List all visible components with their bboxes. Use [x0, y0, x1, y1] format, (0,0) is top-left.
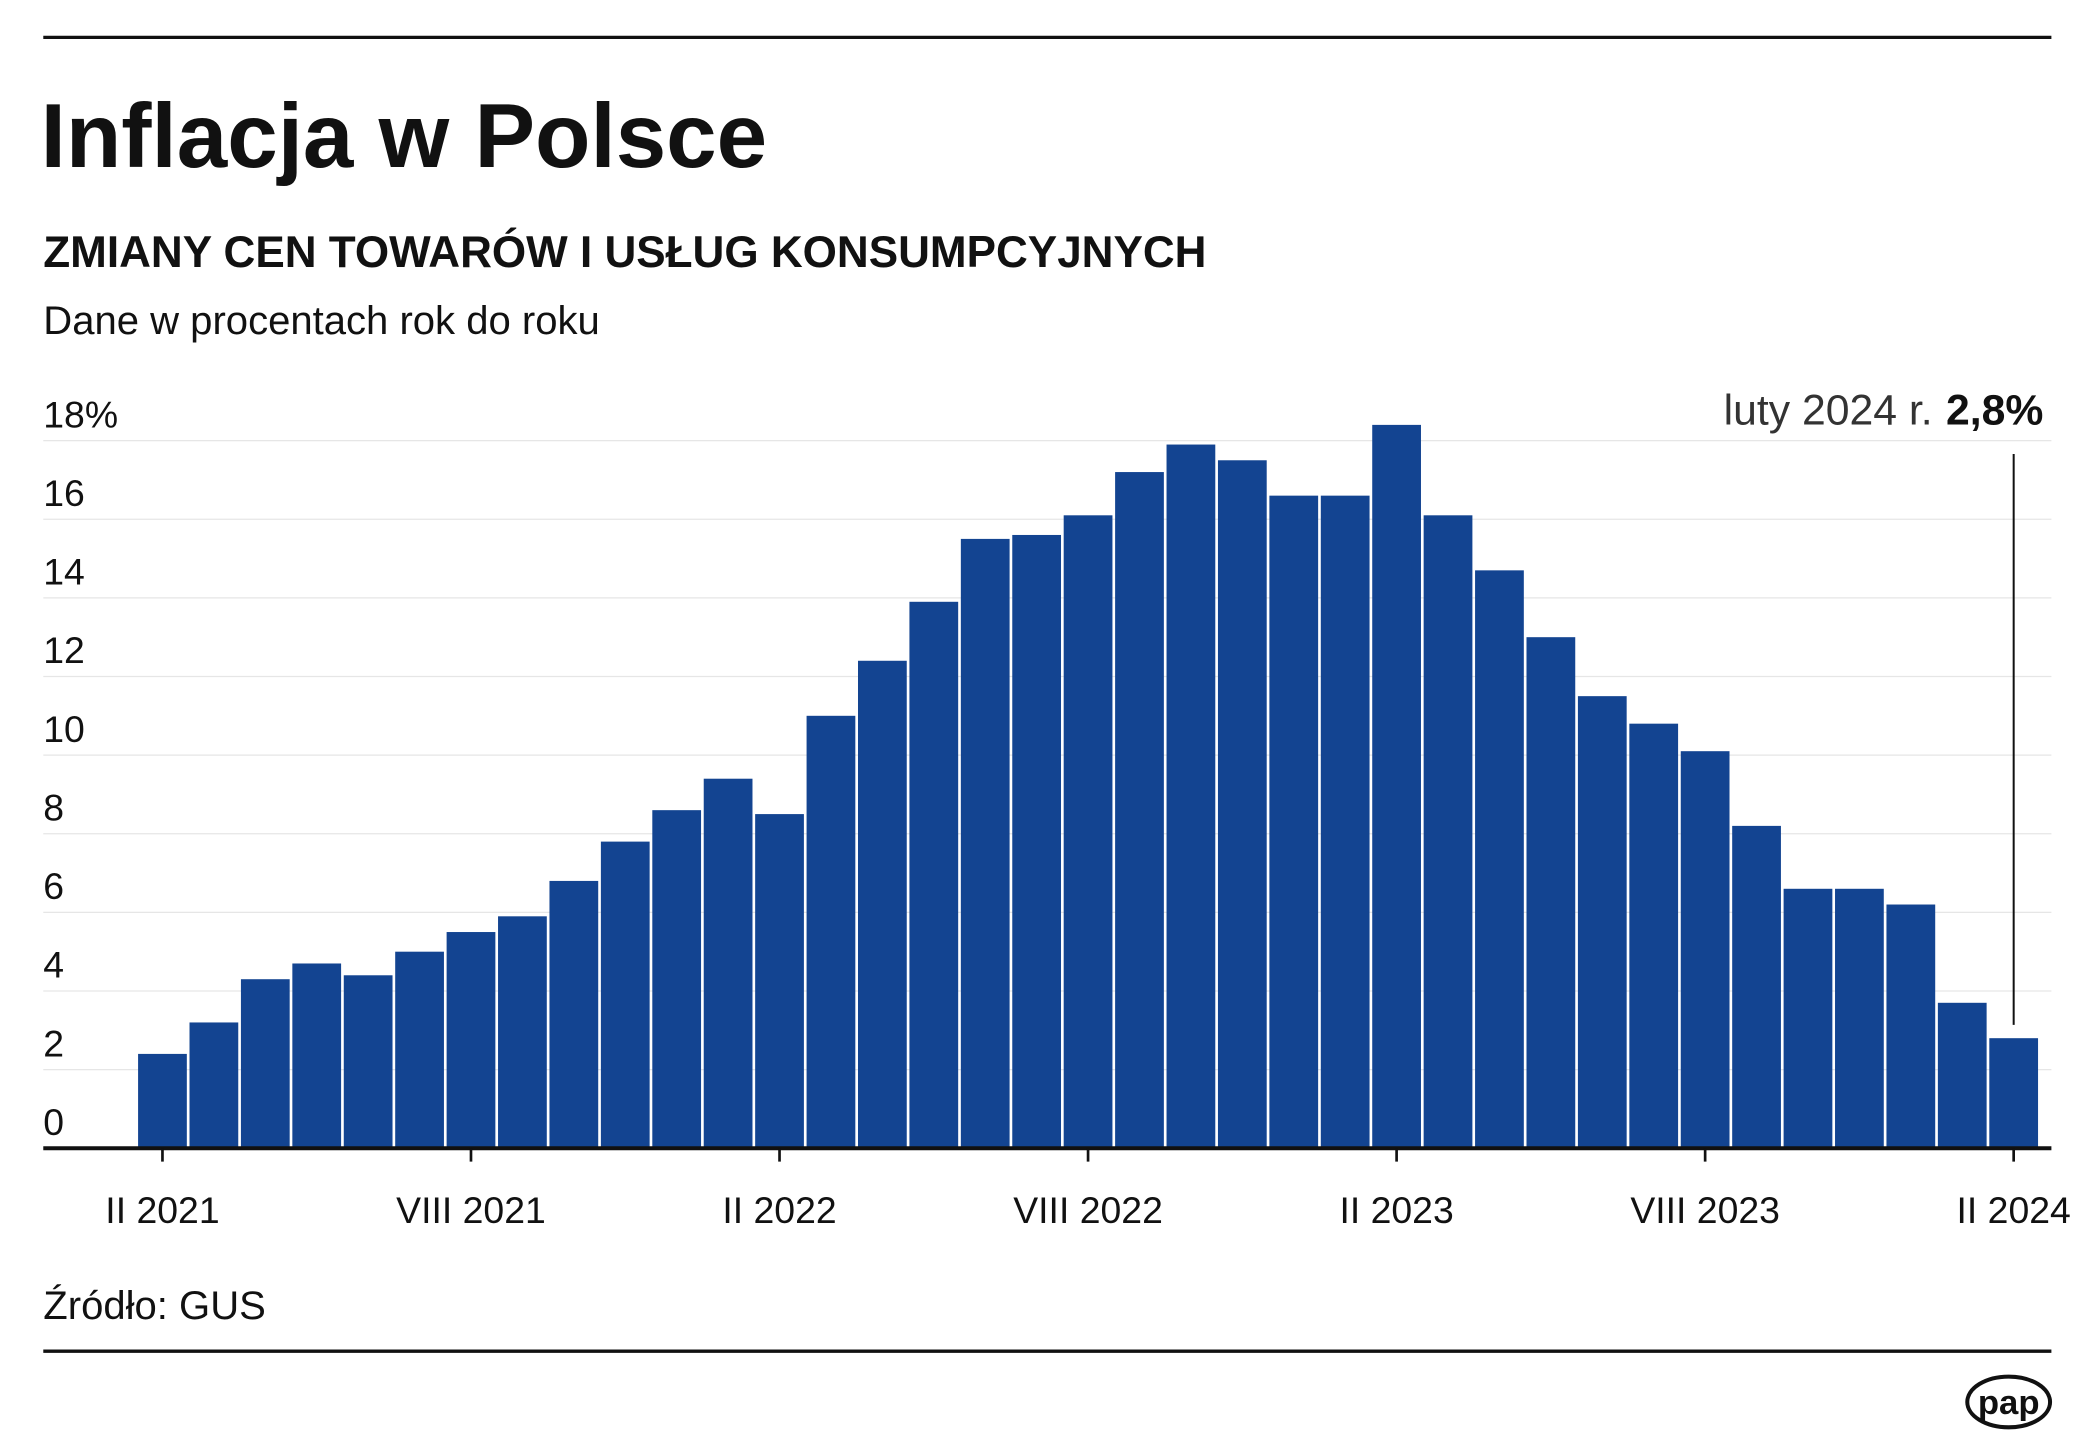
chart-subtitle: ZMIANY CEN TOWARÓW I USŁUG KONSUMPCYJNYC…	[43, 227, 1206, 277]
bar	[1937, 1002, 1987, 1149]
bar	[189, 1022, 239, 1149]
bar	[909, 601, 959, 1149]
bar	[1217, 460, 1267, 1149]
bar	[1732, 825, 1781, 1149]
bar	[755, 814, 804, 1149]
y-tick-label: 0	[43, 1101, 64, 1143]
bar	[857, 660, 907, 1149]
bar	[1423, 515, 1473, 1149]
bar	[1886, 904, 1936, 1149]
bar	[1012, 534, 1062, 1149]
bar	[1989, 1038, 2039, 1149]
chart-title: Inflacja w Polsce	[41, 86, 768, 187]
annotation-value: 2,8%	[1946, 387, 2043, 435]
x-tick-label: VIII 2021	[396, 1189, 546, 1231]
bar	[498, 916, 547, 1149]
bar	[960, 538, 1010, 1149]
bar	[395, 951, 444, 1149]
bar	[1320, 495, 1370, 1149]
y-axis-label: Dane w procentach rok do roku	[43, 299, 600, 343]
y-tick-label: 18%	[43, 393, 118, 435]
x-tick-label: VIII 2023	[1630, 1189, 1780, 1231]
bar	[1372, 424, 1421, 1149]
bar	[240, 979, 290, 1149]
annotation: luty 2024 r. 2,8%	[1724, 387, 2044, 435]
bar	[703, 778, 753, 1149]
bar	[549, 880, 599, 1149]
x-tick-label: II 2023	[1339, 1189, 1453, 1231]
logo-frame	[1965, 1374, 2053, 1430]
y-tick-label: 16	[43, 472, 85, 514]
x-tick-label: II 2022	[722, 1189, 836, 1231]
bar	[1475, 570, 1524, 1149]
y-tick-label: 10	[43, 708, 85, 750]
y-tick-label: 14	[43, 551, 85, 593]
y-tick-label: 12	[43, 629, 85, 671]
bar	[1063, 515, 1113, 1149]
bar	[1577, 696, 1627, 1149]
source: Źródło: GUS	[43, 1283, 266, 1328]
bar	[1115, 472, 1164, 1149]
bar	[446, 932, 496, 1149]
bar	[343, 975, 393, 1149]
bar	[600, 841, 650, 1149]
bar	[1835, 888, 1884, 1149]
annotation-text: luty 2024 r.	[1724, 387, 1933, 435]
bar	[138, 1053, 187, 1149]
bar	[1629, 723, 1679, 1149]
y-tick-label: 6	[43, 865, 64, 907]
bar	[1166, 444, 1216, 1149]
logo: pap	[1978, 1384, 2040, 1422]
bar	[652, 810, 702, 1149]
bar	[1526, 637, 1576, 1149]
bar	[1783, 888, 1833, 1149]
y-tick-label: 2	[43, 1022, 64, 1064]
bar	[1269, 495, 1319, 1149]
y-tick-label: 4	[43, 944, 64, 986]
bar	[292, 963, 342, 1149]
x-tick-label: II 2024	[1957, 1189, 2071, 1231]
x-tick-label: VIII 2022	[1013, 1189, 1163, 1231]
bar	[806, 715, 856, 1149]
y-tick-label: 8	[43, 786, 64, 828]
x-tick-label: II 2021	[105, 1189, 219, 1231]
bar	[1680, 751, 1730, 1149]
